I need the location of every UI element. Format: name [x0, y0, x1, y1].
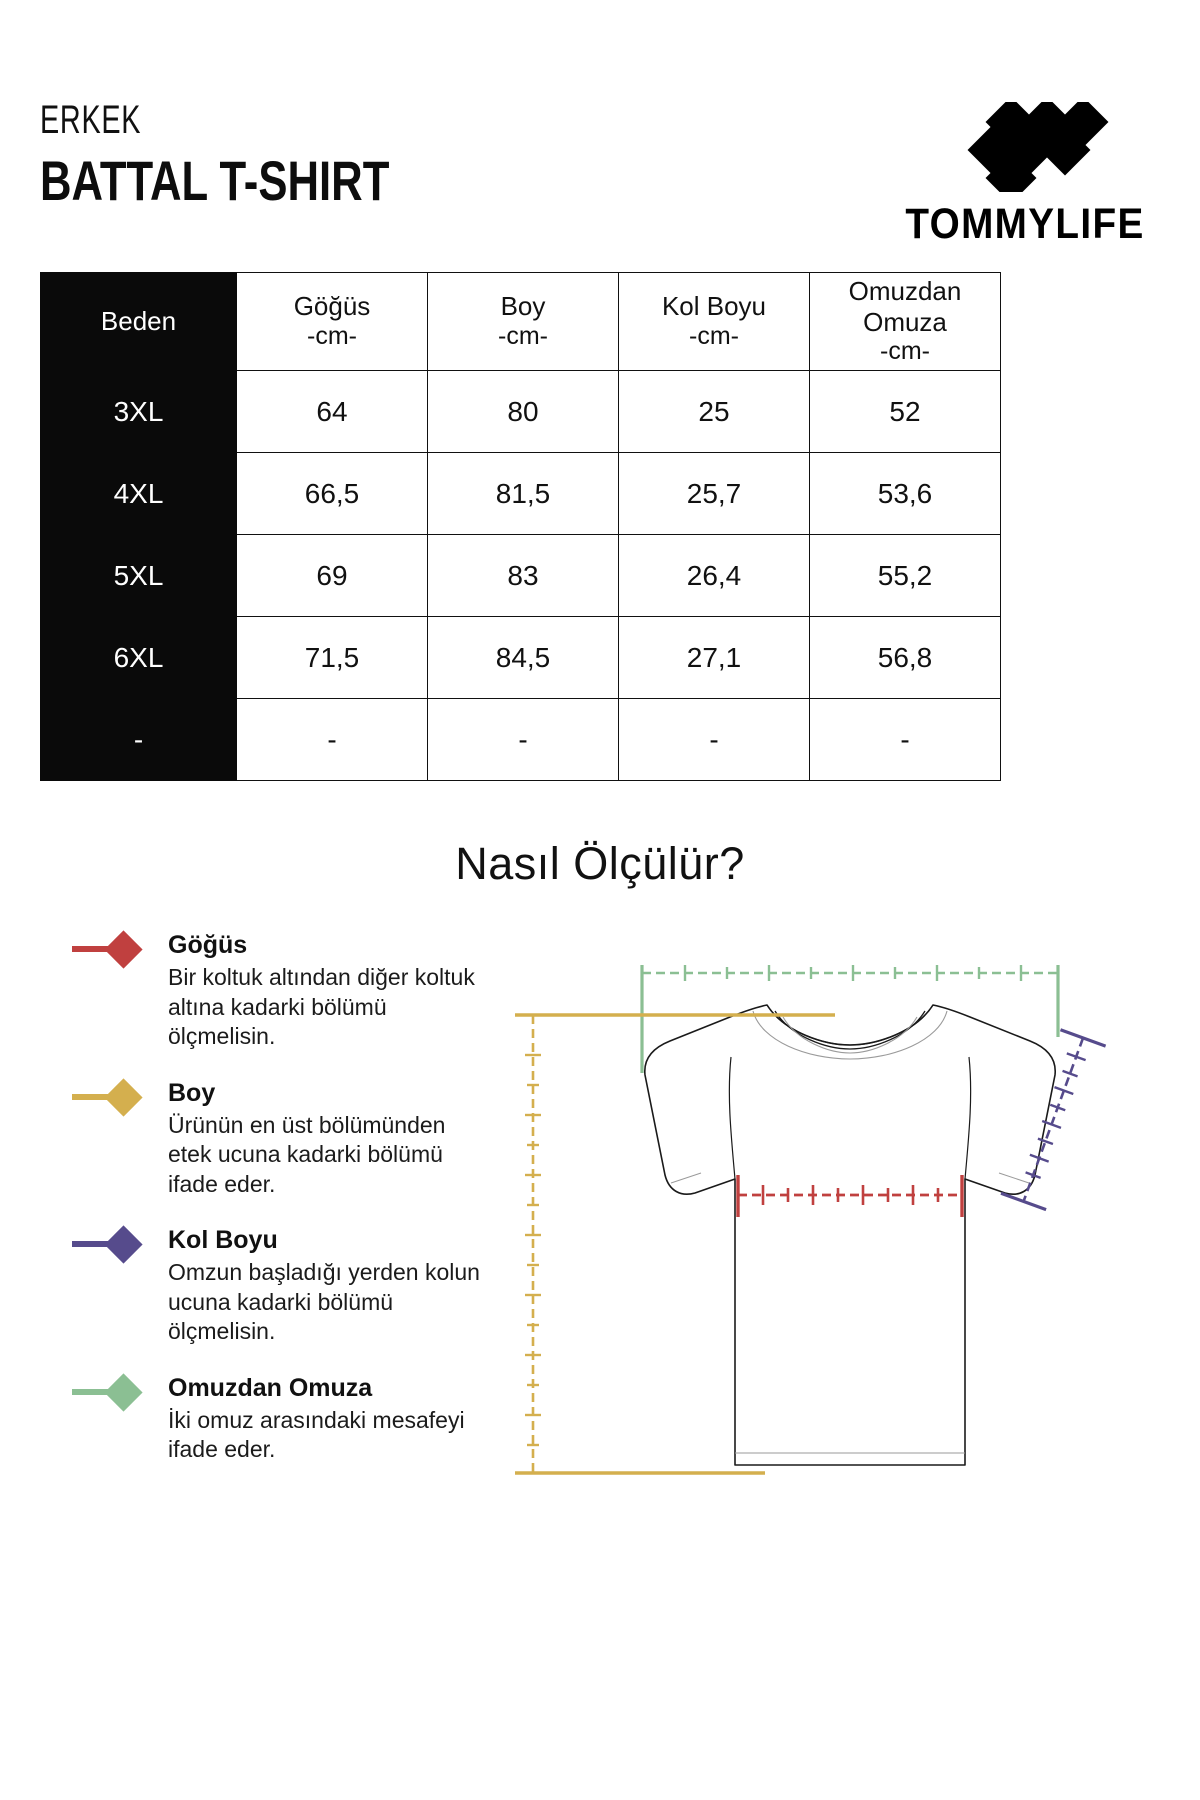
table-row: 4XL 66,5 81,5 25,7 53,6 — [40, 452, 1001, 535]
cell-gogus: - — [236, 698, 428, 781]
chest-measure-line — [736, 1175, 964, 1217]
table-header-row: Beden Göğüs -cm- Boy -cm- Kol Boyu -cm- — [40, 272, 1001, 371]
diamond-cluster-logo-icon — [935, 96, 1115, 204]
diamond-marker-sleeve-icon — [72, 1225, 156, 1264]
measurement-legend: Göğüs Bir koltuk altından diğer koltuk a… — [72, 930, 492, 1491]
page-header: ERKEK BATTAL T-SHIRT TOMMYLIFE — [40, 96, 1160, 248]
brand-block: TOMMYLIFE — [890, 96, 1160, 249]
cell-boy: 84,5 — [427, 616, 619, 699]
cell-gogus: 69 — [236, 534, 428, 617]
legend-description: İki omuz arasındaki mesafeyi ifade eder. — [168, 1406, 465, 1463]
cell-beden: 3XL — [40, 370, 237, 453]
size-table-wrapper: Beden Göğüs -cm- Boy -cm- Kol Boyu -cm- — [40, 272, 1001, 781]
legend-title: Boy — [168, 1078, 216, 1107]
table-row: 5XL 69 83 26,4 55,2 — [40, 534, 1001, 617]
shoulder-measure-line — [640, 965, 1060, 1073]
cell-kol: - — [618, 698, 810, 781]
diamond-marker-chest-icon — [72, 930, 156, 969]
cell-omuz: 53,6 — [809, 452, 1001, 535]
header-titles: ERKEK BATTAL T-SHIRT — [40, 100, 488, 211]
legend-item-gogus: Göğüs Bir koltuk altından diğer koltuk a… — [72, 930, 492, 1052]
col-header-kol-boyu: Kol Boyu -cm- — [618, 272, 810, 371]
cell-gogus: 66,5 — [236, 452, 428, 535]
category-kicker: ERKEK — [40, 98, 142, 142]
legend-title: Göğüs — [168, 931, 248, 959]
howto-section-title: Nasıl Ölçülür? — [455, 838, 745, 889]
legend-description: Omzun başladığı yerden kolun ucuna kadar… — [168, 1259, 480, 1345]
cell-boy: 83 — [427, 534, 619, 617]
cell-omuz: 56,8 — [809, 616, 1001, 699]
tshirt-outline-icon — [644, 1004, 1056, 1466]
diamond-marker-shoulder-icon — [72, 1373, 156, 1412]
cell-gogus: 71,5 — [236, 616, 428, 699]
cell-beden: - — [40, 698, 237, 781]
cell-boy: 80 — [427, 370, 619, 453]
page-title: BATTAL T-SHIRT — [40, 149, 390, 212]
cell-omuz: - — [809, 698, 1001, 781]
table-row: 6XL 71,5 84,5 27,1 56,8 — [40, 616, 1001, 699]
legend-item-omuzdan-omuza: Omuzdan Omuza İki omuz arasındaki mesafe… — [72, 1373, 492, 1465]
brand-name: TOMMYLIFE — [905, 200, 1145, 248]
table-row: - - - - - — [40, 698, 1001, 781]
cell-gogus: 64 — [236, 370, 428, 453]
legend-item-boy: Boy Ürünün en üst bölümünden etek ucuna … — [72, 1077, 492, 1200]
col-header-boy: Boy -cm- — [427, 272, 619, 371]
col-header-beden: Beden — [40, 272, 237, 371]
col-header-gogus: Göğüs -cm- — [236, 272, 428, 371]
diamond-marker-length-icon — [72, 1077, 156, 1117]
cell-boy: 81,5 — [427, 452, 619, 535]
cell-beden: 6XL — [40, 616, 237, 699]
cell-kol: 25 — [618, 370, 810, 453]
cell-kol: 27,1 — [618, 616, 810, 699]
table-row: 3XL 64 80 25 52 — [40, 370, 1001, 453]
tshirt-diagram-svg — [515, 965, 1107, 1475]
cell-kol: 26,4 — [618, 534, 810, 617]
legend-title: Kol Boyu — [168, 1226, 278, 1255]
cell-kol: 25,7 — [618, 452, 810, 535]
length-measure-line — [515, 1013, 835, 1475]
legend-description: Ürünün en üst bölümünden etek ucuna kada… — [168, 1111, 446, 1197]
cell-omuz: 55,2 — [809, 534, 1001, 617]
cell-beden: 5XL — [40, 534, 237, 617]
legend-item-kol-boyu: Kol Boyu Omzun başladığı yerden kolun uc… — [72, 1225, 492, 1347]
col-header-omuzdan-omuza: Omuzdan Omuza -cm- — [809, 272, 1001, 371]
cell-omuz: 52 — [809, 370, 1001, 453]
size-table: Beden Göğüs -cm- Boy -cm- Kol Boyu -cm- — [40, 272, 1001, 781]
cell-boy: - — [427, 698, 619, 781]
tshirt-measurement-diagram — [495, 925, 1135, 1535]
sleeve-measure-line — [1000, 1028, 1107, 1212]
legend-description: Bir koltuk altından diğer koltuk altına … — [168, 964, 475, 1050]
legend-title: Omuzdan Omuza — [168, 1373, 373, 1402]
cell-beden: 4XL — [40, 452, 237, 535]
